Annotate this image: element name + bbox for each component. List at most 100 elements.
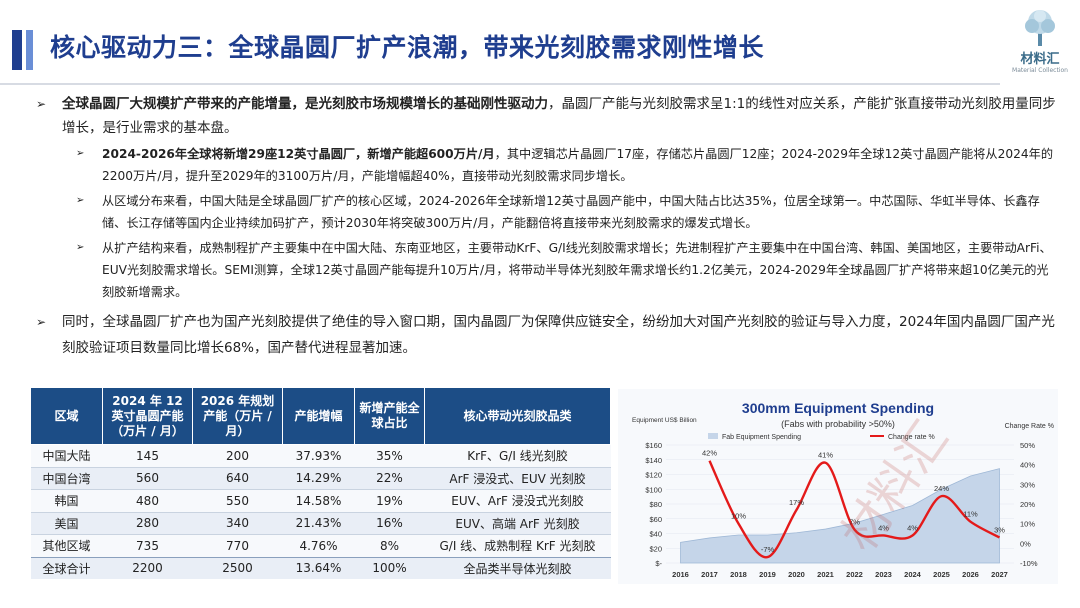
cell-capacity-2026: 770	[192, 534, 283, 557]
x-tick-label: 2017	[701, 570, 718, 579]
cell-capacity-2026: 550	[192, 489, 283, 512]
cell-growth: 13.64%	[282, 556, 355, 579]
arrow-bullet-icon: ➢	[36, 97, 47, 111]
cell-share: 22%	[354, 466, 425, 490]
y2-tick-label: -10%	[1020, 559, 1038, 568]
brand-logo: 材料汇 Material Collection	[1004, 6, 1076, 82]
table-row: 中国台湾 560 640 14.29% 22% ArF 浸没式、EUV 光刻胶	[30, 466, 611, 490]
data-label: 17%	[789, 498, 804, 507]
tree-logo-icon	[1025, 10, 1055, 46]
arrow-bullet-icon: ➢	[76, 148, 85, 159]
sub-bullet-1-bold: 2024-2026年全球将新增29座12英寸晶圆厂，新增产能超600万片/月	[102, 147, 495, 161]
cell-share: 19%	[354, 489, 425, 512]
cell-share: 16%	[354, 511, 425, 535]
y2-axis-label: Change Rate %	[1005, 423, 1054, 430]
chart-subtitle: (Fabs with probability >50%)	[781, 419, 895, 429]
cell-growth: 14.29%	[282, 466, 355, 490]
cell-photoresist: EUV、ArF 浸没式光刻胶	[424, 489, 611, 512]
title-bar: 核心驱动力三：全球晶圆厂扩产浪潮，带来光刻胶需求刚性增长	[0, 0, 1000, 86]
cell-photoresist: KrF、G/I 线光刻胶	[424, 444, 611, 467]
table-header-row: 区域 2024 年 12 英寸晶圆产能（万片 / 月） 2026 年规划产能（万…	[30, 387, 611, 445]
data-label: 10%	[731, 512, 746, 521]
title-divider	[0, 83, 1000, 85]
content-area: ➢ 全球晶圆厂大规模扩产带来的产能增量，是光刻胶市场规模增长的基础刚性驱动力，晶…	[36, 92, 1056, 361]
data-label: 7%	[849, 518, 860, 527]
sub-bullet-1: ➢ 2024-2026年全球将新增29座12英寸晶圆厂，新增产能超600万片/月…	[36, 143, 1056, 187]
bullet-main-1-text: ，晶圆厂产能与光刻胶需求呈1:1的线性对应关系，产能扩张直接带动光刻胶用量同步增…	[62, 96, 1056, 136]
y-tick-label: $-	[655, 559, 662, 568]
chart-canvas: 300mm Equipment Spending (Fabs with prob…	[618, 389, 1058, 584]
x-tick-label: 2024	[904, 570, 922, 579]
cell-capacity-2024: 560	[102, 466, 193, 490]
cell-share: 35%	[354, 444, 425, 467]
x-tick-label: 2019	[759, 570, 776, 579]
cell-capacity-2026: 340	[192, 511, 283, 535]
data-label: 11%	[963, 510, 978, 519]
plot-layer: $160 $140 $120 $100 $80 $60 $40 $20 $- 50% 40% 30% 2…	[645, 441, 1038, 579]
y2-tick-label: 40%	[1020, 461, 1035, 470]
x-tick-label: 2020	[788, 570, 805, 579]
column-header-capacity-2026: 2026 年规划产能（万片 / 月）	[192, 387, 283, 445]
cell-region: 韩国	[30, 489, 103, 512]
column-header-capacity-2024: 2024 年 12 英寸晶圆产能（万片 / 月）	[102, 387, 193, 445]
data-label: 42%	[702, 449, 717, 458]
cell-region: 全球合计	[30, 556, 103, 579]
x-tick-label: 2026	[962, 570, 979, 579]
arrow-bullet-icon: ➢	[76, 195, 85, 206]
cell-capacity-2024: 280	[102, 511, 193, 535]
y-tick-label: $20	[649, 544, 662, 553]
cell-growth: 21.43%	[282, 511, 355, 535]
y2-tick-label: 0%	[1020, 539, 1031, 548]
arrow-bullet-icon: ➢	[36, 315, 47, 329]
logo-name: 材料汇	[1020, 52, 1060, 67]
cell-capacity-2026: 200	[192, 444, 283, 467]
page-title: 核心驱动力三：全球晶圆厂扩产浪潮，带来光刻胶需求刚性增长	[50, 33, 765, 62]
y-tick-label: $120	[645, 471, 662, 480]
y2-tick-label: 30%	[1020, 480, 1035, 489]
data-label: 4%	[907, 523, 918, 532]
cell-share: 8%	[354, 534, 425, 557]
y-tick-label: $60	[649, 515, 662, 524]
y2-tick-label: 20%	[1020, 500, 1035, 509]
x-tick-label: 2018	[730, 570, 747, 579]
column-header-region: 区域	[30, 387, 103, 445]
cell-region: 美国	[30, 511, 103, 535]
data-label: 4%	[878, 523, 889, 532]
legend-swatch-area	[708, 433, 718, 439]
cell-capacity-2026: 2500	[192, 556, 283, 579]
y2-tick-label: 50%	[1020, 441, 1035, 450]
cell-photoresist: ArF 浸没式、EUV 光刻胶	[424, 466, 611, 490]
x-tick-label: 2027	[991, 570, 1008, 579]
equipment-spending-chart: 300mm Equipment Spending (Fabs with prob…	[618, 389, 1058, 584]
x-tick-label: 2025	[933, 570, 950, 579]
y-axis-label: Equipment US$ Billion	[632, 417, 697, 424]
cell-photoresist: G/I 线、成熟制程 KrF 光刻胶	[424, 534, 611, 557]
data-label: 41%	[818, 451, 833, 460]
bullet-main-2: ➢ 同时，全球晶圆厂扩产也为国产光刻胶提供了绝佳的导入窗口期，国内晶圆厂为保障供…	[36, 309, 1056, 361]
sub-bullet-3-text: 从扩产结构来看，成熟制程扩产主要集中在中国大陆、东南亚地区，主要带动KrF、G/…	[102, 241, 1052, 299]
column-header-growth: 产能增幅	[282, 387, 355, 445]
bullet-main-2-text: 同时，全球晶圆厂扩产也为国产光刻胶提供了绝佳的导入窗口期，国内晶圆厂为保障供应链…	[62, 314, 1055, 356]
table-row: 美国 280 340 21.43% 16% EUV、高端 ArF 光刻胶	[30, 511, 611, 535]
x-tick-label: 2023	[875, 570, 892, 579]
arrow-bullet-icon: ➢	[76, 242, 85, 253]
cell-capacity-2026: 640	[192, 466, 283, 490]
column-header-photoresist-type: 核心带动光刻胶品类	[424, 387, 611, 445]
table-row-total: 全球合计 2200 2500 13.64% 100% 全品类半导体光刻胶	[30, 556, 611, 579]
x-tick-label: 2021	[817, 570, 834, 579]
sub-bullet-2: ➢ 从区域分布来看，中国大陆是全球晶圆厂扩产的核心区域，2024-2026年全球…	[36, 190, 1056, 234]
series-line-change-rate	[708, 460, 1001, 559]
cell-growth: 14.58%	[282, 489, 355, 512]
sub-bullet-1-text: ，其中逻辑芯片晶圆厂17座，存储芯片晶圆厂12座；2024-2029年全球12英…	[102, 147, 1054, 183]
cell-capacity-2024: 480	[102, 489, 193, 512]
bullet-main-1-bold: 全球晶圆厂大规模扩产带来的产能增量，是光刻胶市场规模增长的基础刚性驱动力	[62, 96, 548, 112]
cell-growth: 37.93%	[282, 444, 355, 467]
cell-capacity-2024: 735	[102, 534, 193, 557]
table-row: 中国大陆 145 200 37.93% 35% KrF、G/I 线光刻胶	[30, 444, 611, 467]
sub-bullet-3: ➢ 从扩产结构来看，成熟制程扩产主要集中在中国大陆、东南亚地区，主要带动KrF、…	[36, 237, 1056, 303]
table-row: 韩国 480 550 14.58% 19% EUV、ArF 浸没式光刻胶	[30, 489, 611, 512]
chart-title: 300mm Equipment Spending	[742, 400, 934, 416]
column-header-global-share: 新增产能全球占比	[354, 387, 425, 445]
data-label: 24%	[934, 484, 949, 493]
cell-share: 100%	[354, 556, 425, 579]
